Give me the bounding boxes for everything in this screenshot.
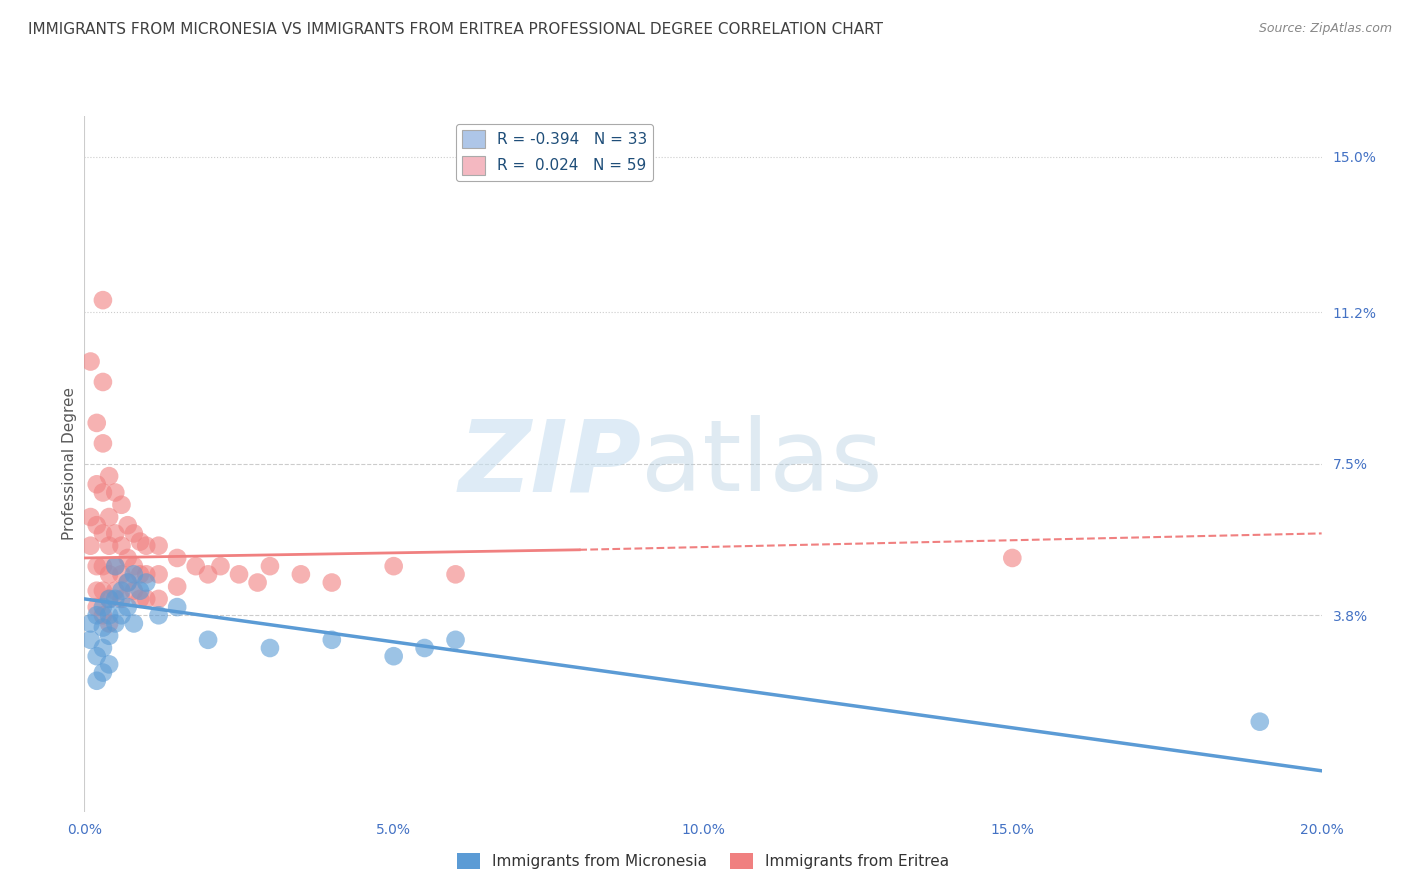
Point (86, 649, 108, 664)
Point (86, 583, 108, 598)
Point (98, 616, 121, 631)
Point (86, 477, 108, 491)
Point (382, 649, 405, 664)
Point (98, 510, 121, 524)
Point (166, 551, 188, 566)
Point (129, 583, 152, 598)
Point (166, 580, 188, 594)
Point (197, 632, 219, 647)
Point (444, 567, 467, 582)
Point (98, 469, 121, 483)
Point (148, 591, 170, 606)
Point (148, 608, 170, 623)
Legend: Immigrants from Micronesia, Immigrants from Eritrea: Immigrants from Micronesia, Immigrants f… (451, 847, 955, 875)
Point (184, 559, 207, 574)
Point (321, 632, 343, 647)
Text: IMMIGRANTS FROM MICRONESIA VS IMMIGRANTS FROM ERITREA PROFESSIONAL DEGREE CORREL: IMMIGRANTS FROM MICRONESIA VS IMMIGRANTS… (28, 22, 883, 37)
Point (86, 600, 108, 615)
Point (104, 583, 127, 598)
Point (86, 608, 108, 623)
Point (98, 591, 121, 606)
Text: Source: ZipAtlas.com: Source: ZipAtlas.com (1258, 22, 1392, 36)
Point (91, 640, 114, 655)
Point (129, 591, 152, 606)
Point (104, 559, 127, 574)
Point (98, 567, 121, 582)
Point (148, 567, 170, 582)
Point (117, 575, 139, 590)
Point (166, 600, 188, 615)
Point (321, 575, 343, 590)
Point (91, 485, 114, 500)
Point (104, 526, 127, 541)
Point (91, 526, 114, 541)
Point (117, 575, 139, 590)
Point (98, 608, 121, 623)
Point (259, 640, 281, 655)
Point (110, 567, 132, 582)
Point (86, 559, 108, 574)
Text: atlas: atlas (641, 416, 883, 512)
Point (79, 616, 101, 631)
Legend: R = -0.394   N = 33, R =  0.024   N = 59: R = -0.394 N = 33, R = 0.024 N = 59 (456, 124, 654, 181)
Point (135, 567, 157, 582)
Point (110, 608, 132, 623)
Point (110, 591, 132, 606)
Point (444, 632, 467, 647)
Point (91, 375, 114, 389)
Point (122, 526, 145, 541)
Point (197, 567, 219, 582)
Y-axis label: Professional Degree: Professional Degree (62, 387, 77, 541)
Point (290, 567, 312, 582)
Point (91, 583, 114, 598)
Point (79, 539, 101, 553)
Point (129, 567, 152, 582)
Point (91, 608, 114, 623)
Point (110, 498, 132, 512)
Point (135, 591, 157, 606)
Point (79, 354, 101, 368)
Point (117, 518, 139, 533)
Point (91, 621, 114, 635)
Point (91, 293, 114, 307)
Point (122, 616, 145, 631)
Point (104, 616, 127, 631)
Point (98, 539, 121, 553)
Point (228, 567, 250, 582)
Point (1001, 551, 1024, 566)
Point (382, 559, 405, 574)
Point (110, 583, 132, 598)
Point (110, 539, 132, 553)
Point (117, 600, 139, 615)
Point (259, 559, 281, 574)
Text: ZIP: ZIP (458, 416, 641, 512)
Point (122, 583, 145, 598)
Point (135, 539, 157, 553)
Point (104, 485, 127, 500)
Point (104, 591, 127, 606)
Point (86, 518, 108, 533)
Point (98, 657, 121, 672)
Point (91, 665, 114, 680)
Point (129, 534, 152, 549)
Point (413, 640, 436, 655)
Point (91, 436, 114, 450)
Point (79, 632, 101, 647)
Point (91, 600, 114, 615)
Point (246, 575, 269, 590)
Point (209, 559, 232, 574)
Point (1249, 714, 1271, 729)
Point (122, 567, 145, 582)
Point (117, 551, 139, 566)
Point (135, 575, 157, 590)
Point (98, 591, 121, 606)
Point (91, 559, 114, 574)
Point (148, 539, 170, 553)
Point (86, 673, 108, 688)
Point (104, 559, 127, 574)
Point (79, 510, 101, 524)
Point (98, 629, 121, 643)
Point (122, 559, 145, 574)
Point (86, 416, 108, 430)
